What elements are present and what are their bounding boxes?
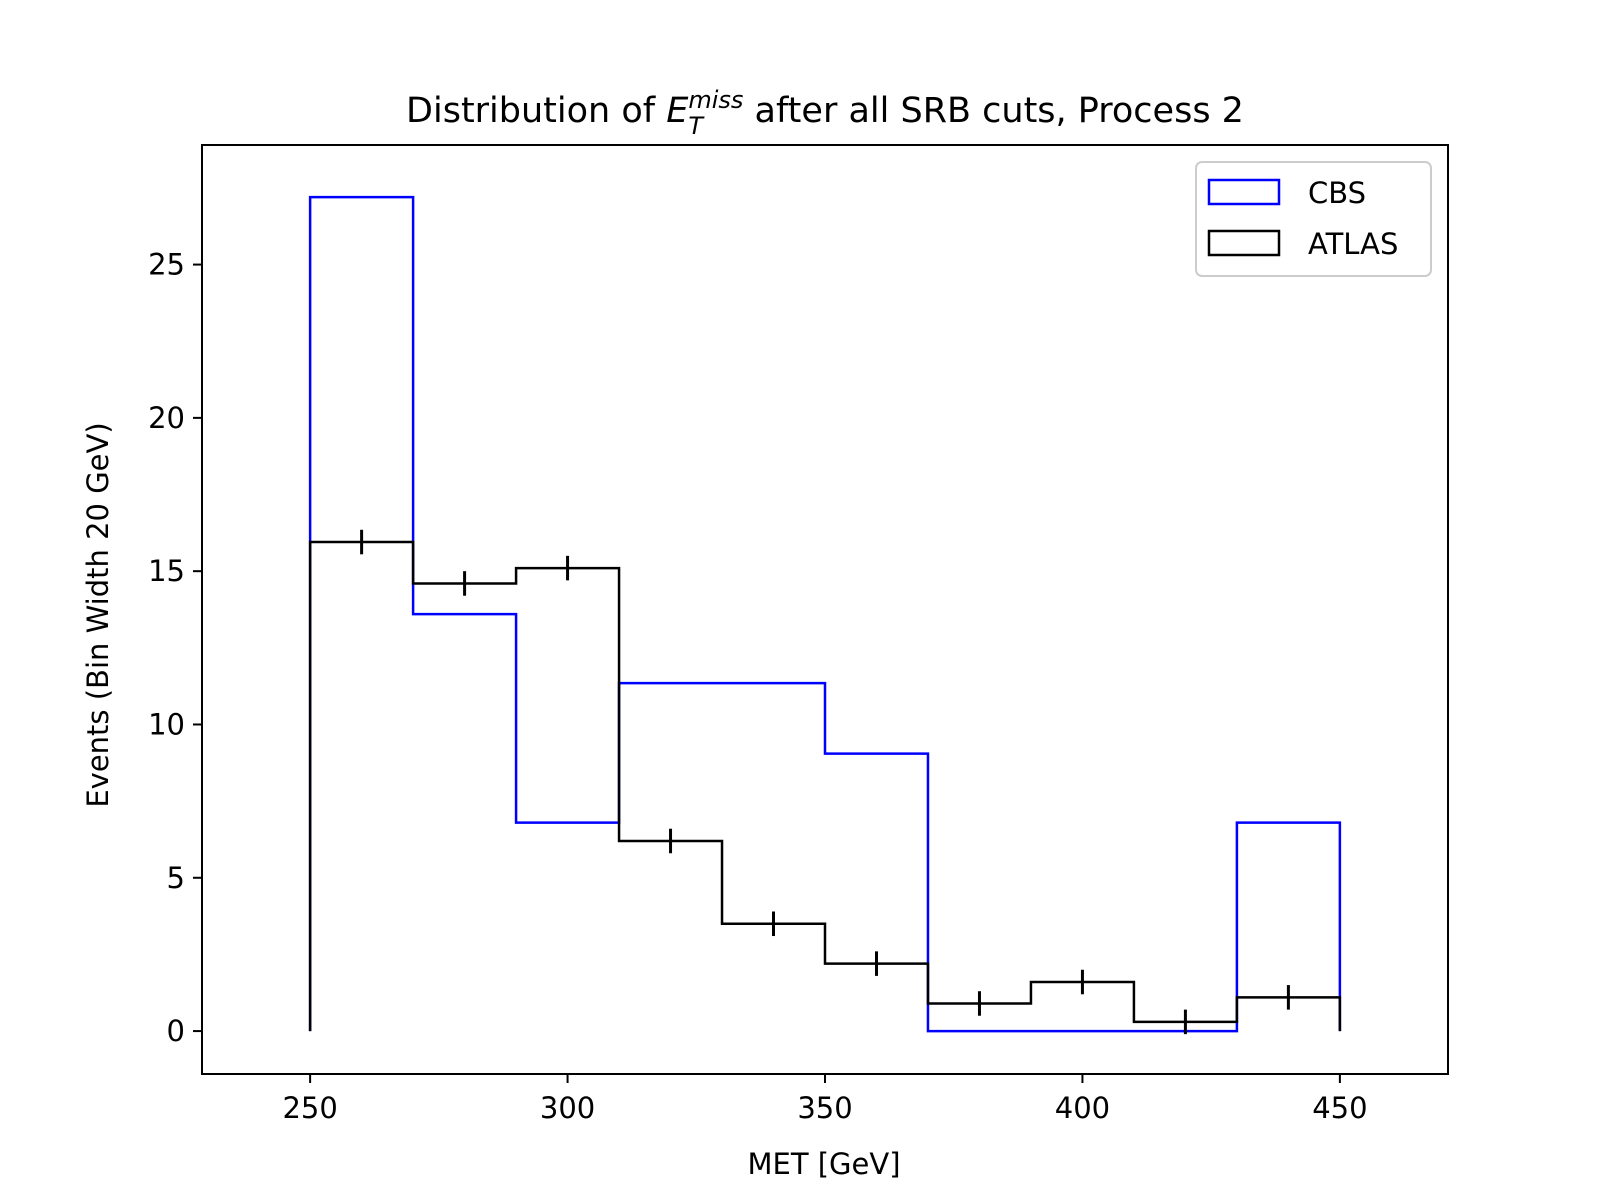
chart-title-sup: miss (688, 86, 743, 114)
x-tick-label: 300 (540, 1091, 595, 1125)
legend-swatch-cbs (1207, 178, 1281, 206)
chart-title-main: Distribution of (406, 91, 656, 131)
histogram-atlas (308, 540, 1342, 1032)
y-tick-label: 0 (167, 1014, 185, 1048)
chart-title-symbol: E (666, 91, 689, 131)
legend-box (1195, 161, 1432, 277)
x-tick-label: 350 (797, 1091, 852, 1125)
legend-label-atlas: ATLAS (1308, 227, 1398, 261)
y-tick-label: 20 (148, 401, 185, 435)
y-tick-label: 15 (148, 554, 185, 588)
x-axis-label: MET [GeV] (747, 1147, 900, 1181)
y-tick-label: 5 (167, 861, 185, 895)
legend-swatch-atlas (1207, 229, 1281, 257)
plot-frame (201, 144, 1449, 1075)
legend-label-cbs: CBS (1308, 176, 1366, 210)
chart-title: Distribution of Emiss T after all SRB cut… (406, 86, 1244, 140)
x-tick-label: 400 (1055, 1091, 1110, 1125)
y-tick-label: 10 (148, 707, 185, 741)
chart-title-rest: after all SRB cuts, Process 2 (743, 91, 1244, 131)
y-axis-label: Events (Bin Width 20 GeV) (81, 422, 115, 807)
x-tick-label: 250 (282, 1091, 337, 1125)
legend: CBS ATLAS (1195, 161, 1432, 277)
chart-title-sub: T (688, 112, 705, 140)
x-tick-label: 450 (1312, 1091, 1367, 1125)
y-tick-label: 25 (148, 248, 185, 282)
y-axis-ticks: 0 5 10 15 20 25 (148, 248, 202, 1048)
x-axis-ticks: 250 300 350 400 450 (282, 1074, 1368, 1125)
series-layer (308, 195, 1342, 1035)
histogram-cbs (308, 195, 1342, 1033)
